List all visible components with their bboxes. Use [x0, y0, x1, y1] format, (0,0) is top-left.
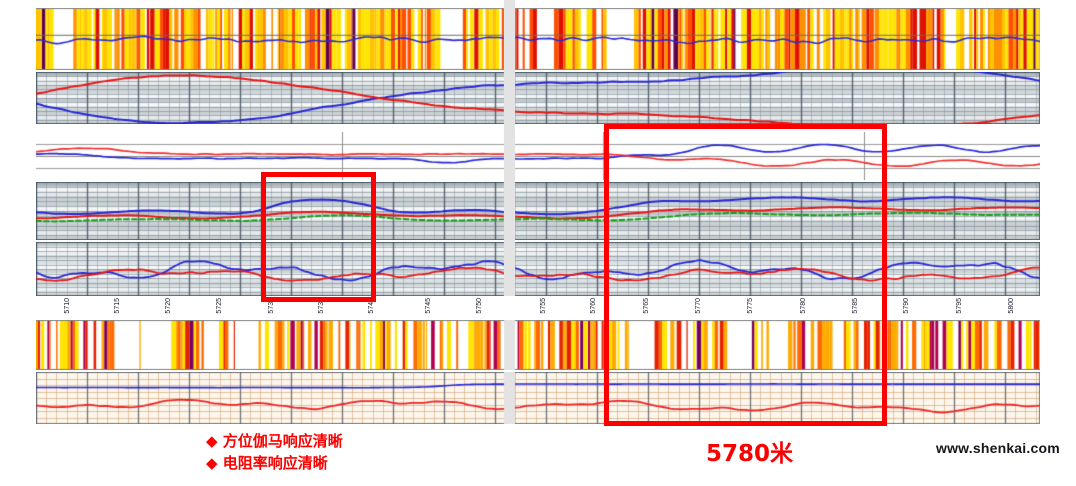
- depth-tick-label: 5740: [368, 298, 375, 314]
- depth-tick-label: 5795: [956, 298, 963, 314]
- track-separation[interactable]: [36, 132, 1040, 180]
- depth-tick-label: 5765: [643, 298, 650, 314]
- depth-tick-label: 5730: [268, 298, 275, 314]
- annotation-bullet-1: ◆ 方位伽马响应清晰: [206, 432, 343, 450]
- depth-note: 5780米: [706, 441, 794, 467]
- depth-tick-label: 5745: [425, 298, 432, 314]
- depth-tick-label: 5725: [216, 298, 223, 314]
- depth-tick-label: 5800: [1008, 298, 1015, 314]
- depth-tick-label: 5755: [540, 298, 547, 314]
- track-gap-band: [504, 0, 515, 296]
- depth-tick-label: 5750: [476, 298, 483, 314]
- depth-tick-label: 5780: [800, 298, 807, 314]
- depth-tick-label: 5735: [318, 298, 325, 314]
- depth-axis: 5710 5715 5720 5725 5730 5735 5740 5745 5750 5755…: [0, 296, 1076, 324]
- depth-tick-label: 5710: [64, 298, 71, 314]
- track-azimuthal-gamma-image-upper[interactable]: [36, 8, 1040, 70]
- track-azimuthal-gamma-image-lower[interactable]: [36, 320, 1040, 370]
- track-resistivity-shallow-deep[interactable]: [36, 72, 1040, 124]
- annotation-bullets: ◆ 方位伽马响应清晰 ◆ 电阻率响应清晰: [206, 430, 343, 474]
- track-lower-resistivity[interactable]: [36, 242, 1040, 296]
- depth-tick-label: 5785: [852, 298, 859, 314]
- annotation-bullet-2: ◆ 电阻率响应清晰: [206, 454, 328, 472]
- depth-tick-label: 5760: [590, 298, 597, 314]
- depth-tick-label: 5720: [165, 298, 172, 314]
- track-multi-depth-resistivity[interactable]: [36, 182, 1040, 240]
- depth-tick-label: 5770: [695, 298, 702, 314]
- depth-tick-label: 5775: [747, 298, 754, 314]
- depth-tick-label: 5715: [114, 298, 121, 314]
- track-bottom-curves[interactable]: [36, 372, 1040, 424]
- depth-tick-label: 5790: [903, 298, 910, 314]
- watermark: www.shenkai.com: [936, 440, 1060, 456]
